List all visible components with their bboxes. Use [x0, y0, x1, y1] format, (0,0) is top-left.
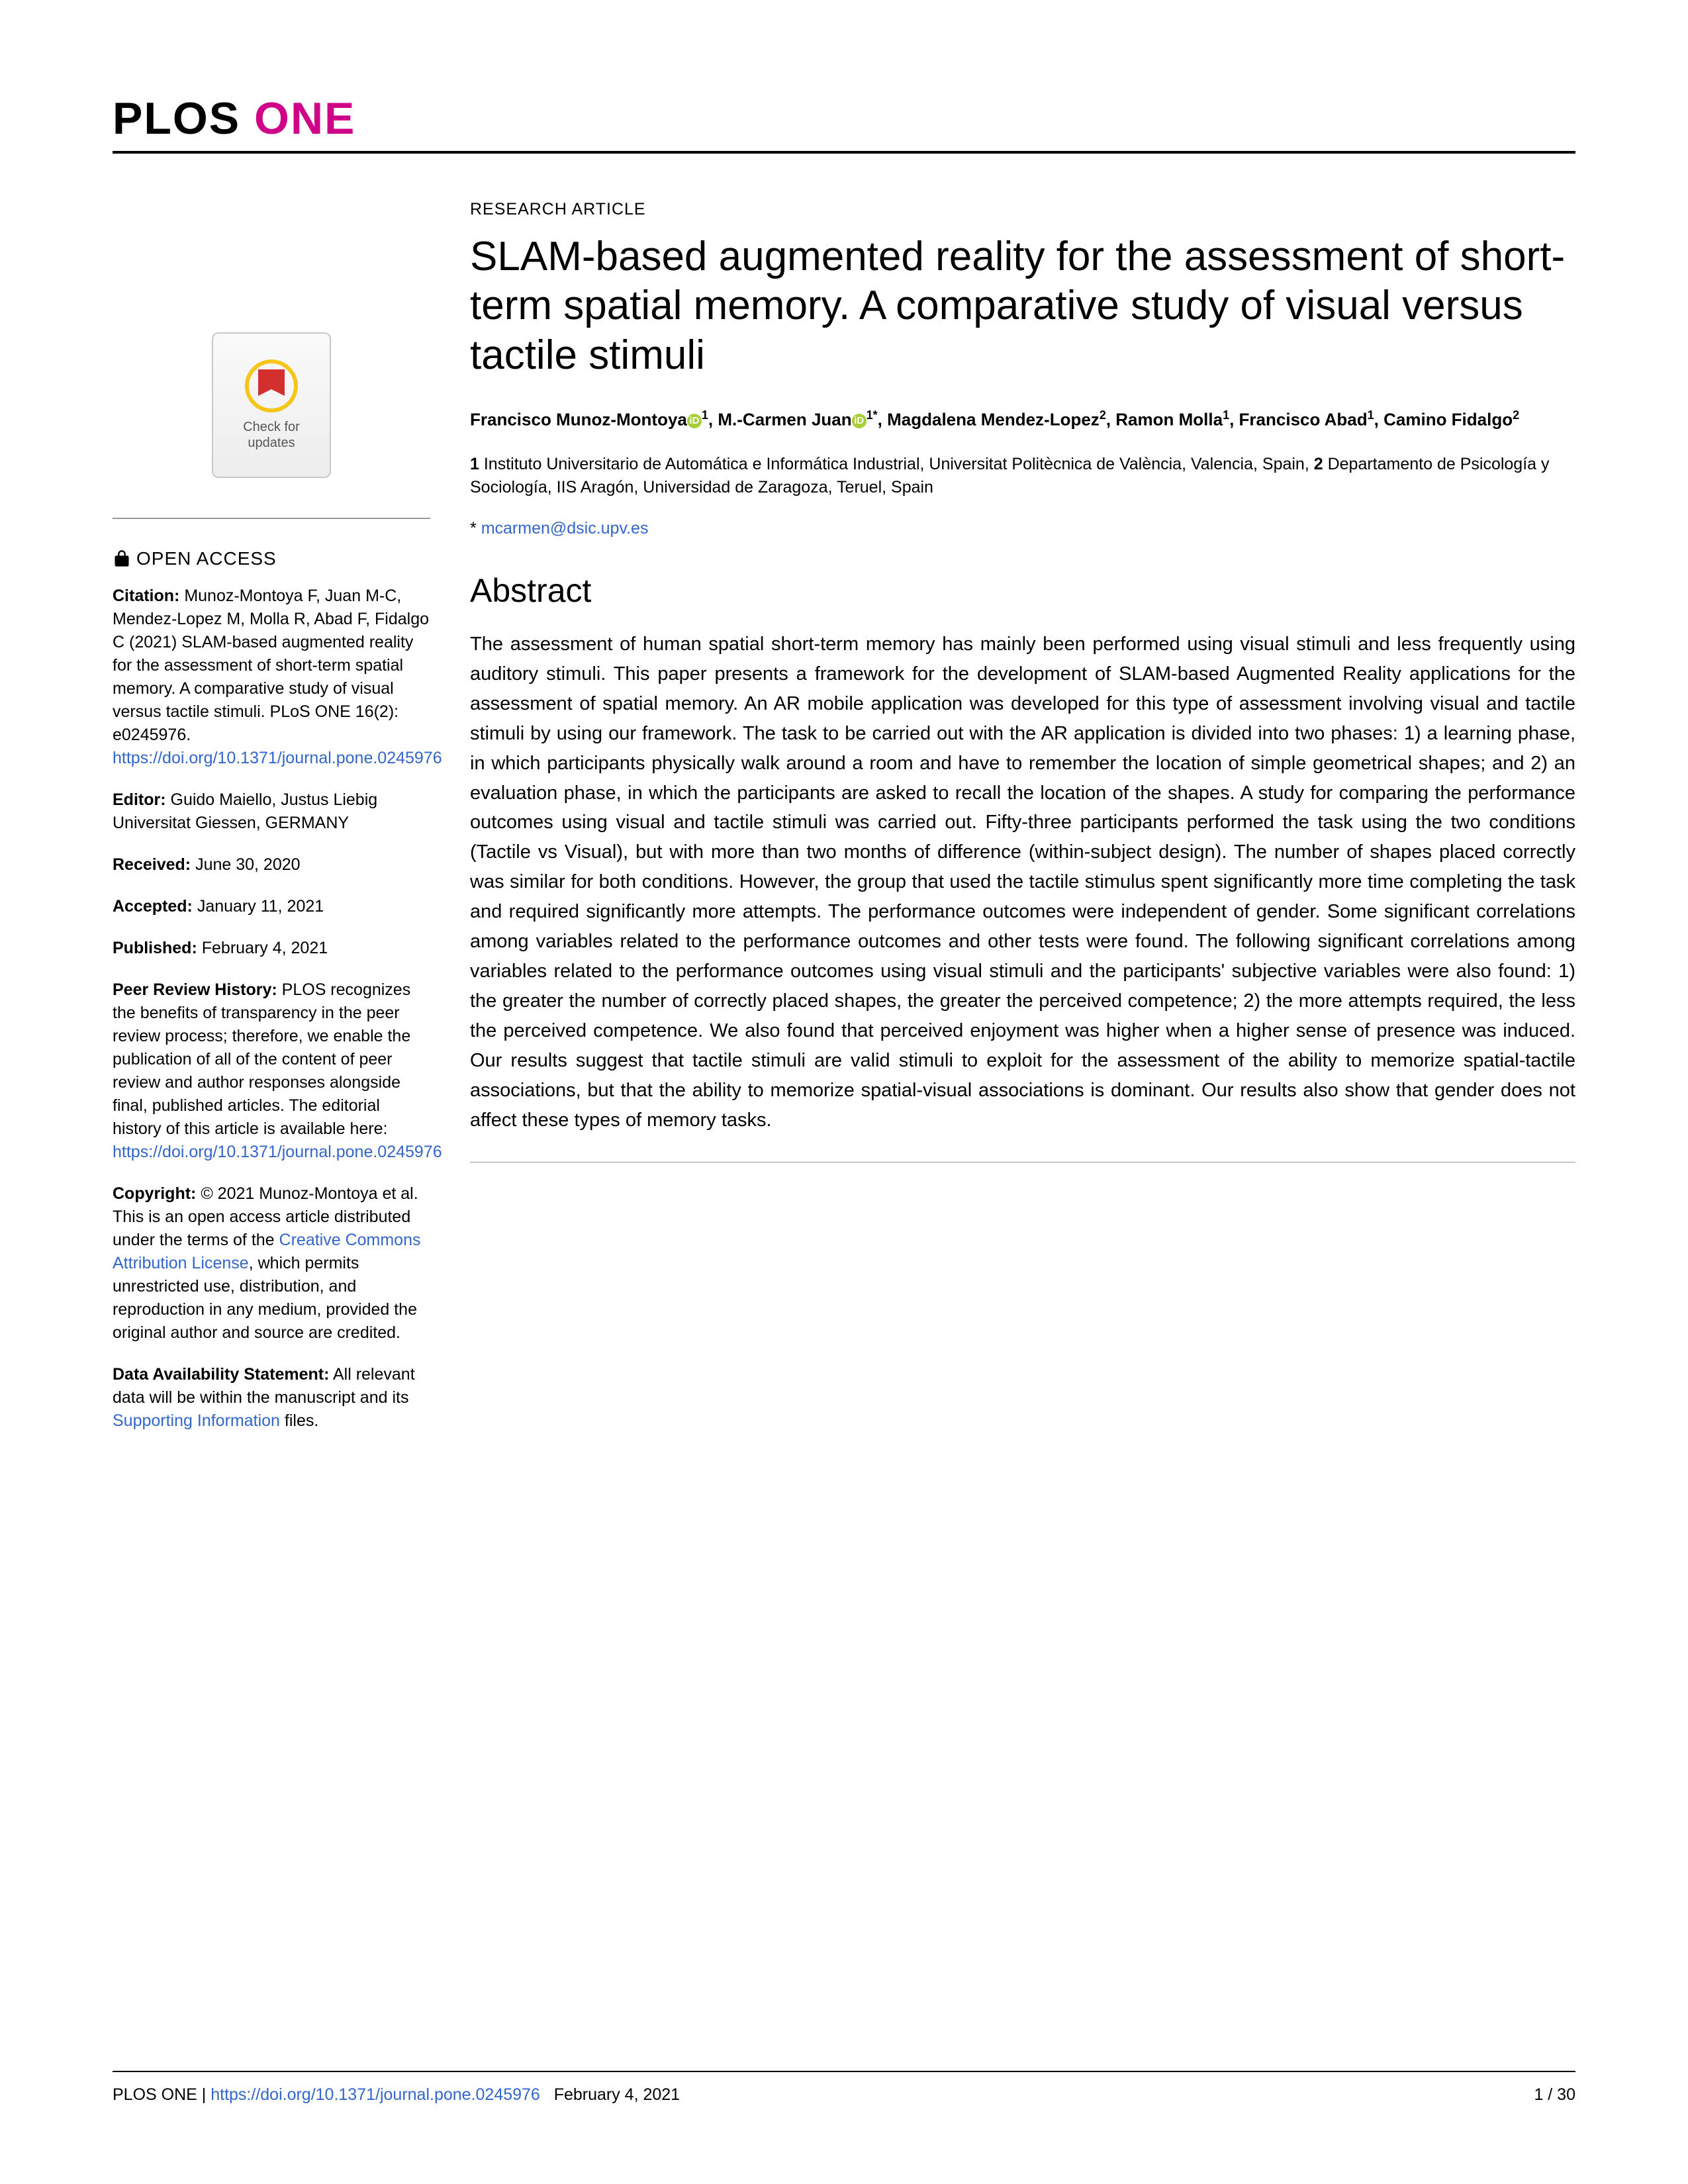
open-access-label: OPEN ACCESS: [136, 546, 277, 571]
orcid-icon[interactable]: iD: [687, 414, 702, 428]
author-affil-sup: 1: [1368, 408, 1374, 422]
data-availability-label: Data Availability Statement:: [113, 1365, 329, 1384]
author: Ramon Molla: [1115, 410, 1223, 430]
orcid-icon[interactable]: iD: [852, 414, 867, 428]
accepted-block: Accepted: January 11, 2021: [113, 895, 430, 918]
peer-review-block: Peer Review History: PLOS recognizes the…: [113, 978, 430, 1164]
author-affil-sup: 1: [702, 408, 708, 422]
article-title: SLAM-based augmented reality for the ass…: [470, 232, 1575, 380]
peer-review-link[interactable]: https://doi.org/10.1371/journal.pone.024…: [113, 1143, 442, 1161]
author-affil-sup: 1: [1223, 408, 1229, 422]
logo-one: ONE: [254, 93, 355, 144]
author-list: Francisco Munoz-MontoyaiD1, M.-Carmen Ju…: [470, 406, 1575, 433]
accepted-label: Accepted:: [113, 897, 193, 916]
abstract-heading: Abstract: [470, 571, 1575, 610]
author: M.-Carmen Juan: [718, 410, 851, 430]
author: Magdalena Mendez-Lopez: [887, 410, 1100, 430]
main-content: RESEARCH ARTICLE SLAM-based augmented re…: [470, 200, 1575, 1451]
accepted-text: January 11, 2021: [193, 897, 324, 916]
citation-text: Munoz-Montoya F, Juan M-C, Mendez-Lopez …: [113, 587, 429, 744]
logo-plos: PLOS: [113, 93, 240, 144]
citation-block: Citation: Munoz-Montoya F, Juan M-C, Men…: [113, 585, 430, 770]
author: Francisco Abad: [1239, 410, 1368, 430]
received-text: June 30, 2020: [191, 855, 300, 874]
corresponding-author: * mcarmen@dsic.upv.es: [470, 519, 1575, 538]
page-number: 1 / 30: [1534, 2085, 1575, 2105]
check-updates-button[interactable]: Check for updates: [212, 332, 331, 478]
footer-doi-link[interactable]: https://doi.org/10.1371/journal.pone.024…: [211, 2085, 540, 2104]
data-availability-text2: files.: [280, 1411, 318, 1430]
data-availability-block: Data Availability Statement: All relevan…: [113, 1363, 430, 1433]
page-footer: PLOS ONE | https://doi.org/10.1371/journ…: [113, 2071, 1575, 2105]
peer-review-text: PLOS recognizes the benefits of transpar…: [113, 980, 410, 1138]
article-type: RESEARCH ARTICLE: [470, 200, 1575, 219]
published-label: Published:: [113, 939, 197, 957]
peer-review-label: Peer Review History:: [113, 980, 277, 999]
author: Francisco Munoz-Montoya: [470, 410, 687, 430]
updates-line2: updates: [243, 435, 300, 451]
crossmark-icon: [245, 359, 298, 412]
supporting-info-link[interactable]: Supporting Information: [113, 1411, 280, 1430]
published-block: Published: February 4, 2021: [113, 937, 430, 960]
sidebar-divider: [113, 518, 430, 519]
editor-label: Editor:: [113, 790, 166, 809]
abstract-divider: [470, 1162, 1575, 1163]
editor-block: Editor: Guido Maiello, Justus Liebig Uni…: [113, 788, 430, 835]
copyright-block: Copyright: © 2021 Munoz-Montoya et al. T…: [113, 1182, 430, 1345]
sidebar: Check for updates OPEN ACCESS Citation: …: [113, 200, 430, 1451]
footer-journal: PLOS ONE |: [113, 2085, 211, 2104]
open-access-badge: OPEN ACCESS: [113, 546, 430, 571]
received-label: Received:: [113, 855, 191, 874]
author-affil-sup: 2: [1100, 408, 1106, 422]
footer-date: February 4, 2021: [554, 2085, 680, 2104]
journal-header: PLOS ONE: [113, 93, 1575, 154]
open-lock-icon: [113, 549, 131, 568]
citation-label: Citation:: [113, 587, 179, 605]
citation-doi-link[interactable]: https://doi.org/10.1371/journal.pone.024…: [113, 749, 442, 767]
author-affil-sup: 2: [1513, 408, 1519, 422]
received-block: Received: June 30, 2020: [113, 853, 430, 877]
affiliations: 1 Instituto Universitario de Automática …: [470, 453, 1575, 499]
updates-line1: Check for: [243, 419, 300, 435]
abstract-text: The assessment of human spatial short-te…: [470, 630, 1575, 1135]
author-affil-sup: 1*: [867, 408, 878, 422]
corresponding-email-link[interactable]: mcarmen@dsic.upv.es: [481, 519, 649, 538]
corresponding-prefix: *: [470, 519, 481, 538]
published-text: February 4, 2021: [197, 939, 328, 957]
copyright-label: Copyright:: [113, 1184, 196, 1203]
author: Camino Fidalgo: [1383, 410, 1513, 430]
